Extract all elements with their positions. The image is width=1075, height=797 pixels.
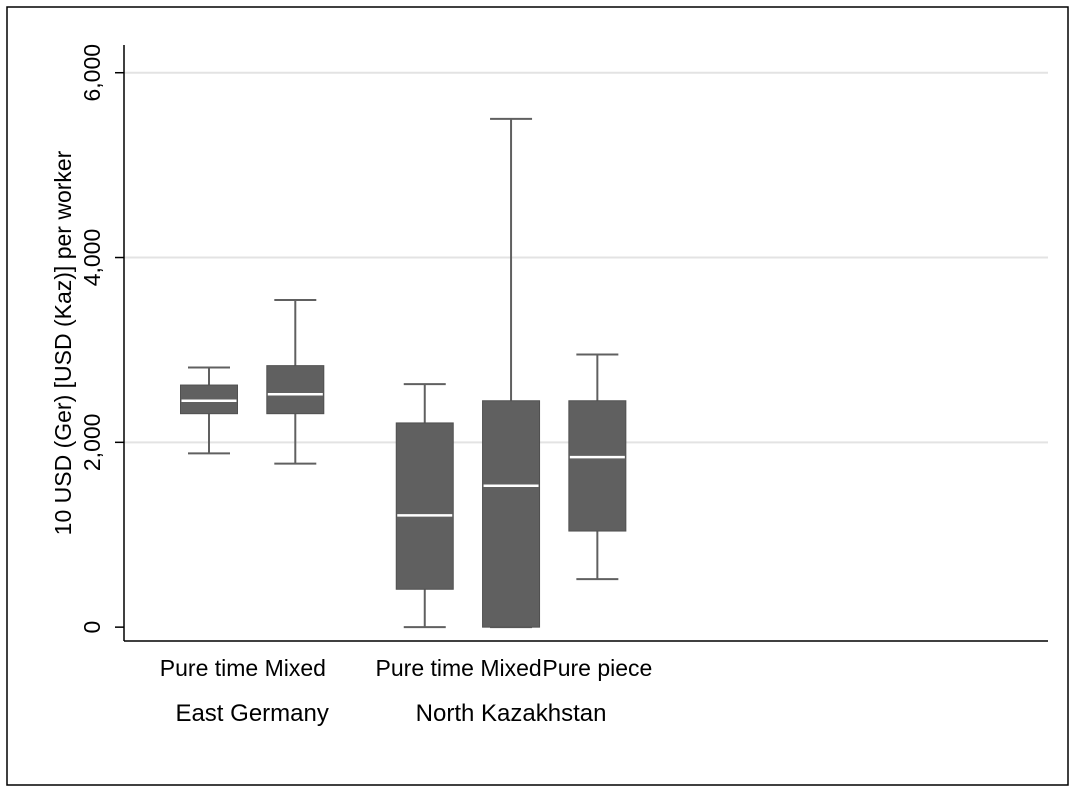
y-tick-label: 4,000: [79, 229, 105, 287]
group-label: East Germany: [175, 700, 328, 727]
y-tick-label: 6,000: [79, 44, 105, 102]
y-tick-label: 2,000: [79, 414, 105, 472]
group-label: North Kazakhstan: [416, 700, 607, 727]
box-iqr: [180, 384, 238, 415]
box-iqr: [395, 422, 454, 590]
box-iqr: [266, 365, 325, 415]
category-label: Pure piece: [542, 655, 652, 681]
labels: Pure time Mixed Pure time Mixed Pure pieceEa…: [50, 44, 652, 727]
category-label: Pure time: [376, 655, 474, 681]
box-iqr: [568, 400, 627, 532]
box-iqr: [482, 400, 541, 628]
category-label: Mixed: [480, 655, 541, 681]
y-axis-title: 10 USD (Ger) [USD (Kaz)] per worker: [50, 150, 76, 535]
boxes: [180, 117, 627, 629]
y-tick-label: 0: [79, 621, 105, 634]
category-label: Mixed: [265, 655, 326, 681]
category-label: Pure time: [160, 655, 258, 681]
axes: [115, 45, 1048, 642]
